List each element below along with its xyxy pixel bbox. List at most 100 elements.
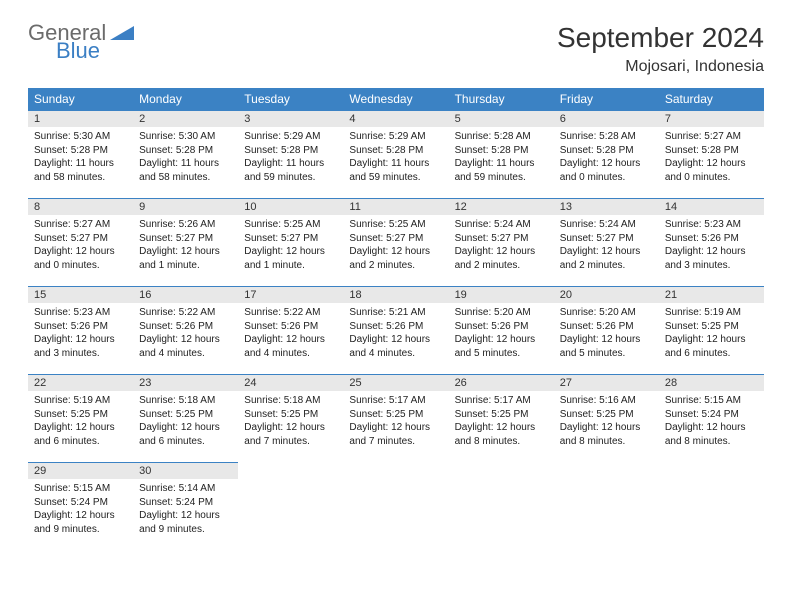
day-info-line: Sunrise: 5:15 AM — [665, 394, 758, 408]
day-info-line: Sunset: 5:28 PM — [34, 144, 127, 158]
day-info-line: Sunset: 5:28 PM — [139, 144, 232, 158]
day-number: 25 — [343, 375, 448, 391]
day-info-line: and 2 minutes. — [455, 259, 548, 273]
day-info-line: Sunrise: 5:19 AM — [34, 394, 127, 408]
day-info-line: and 8 minutes. — [455, 435, 548, 449]
calendar-cell: 5Sunrise: 5:28 AMSunset: 5:28 PMDaylight… — [449, 111, 554, 199]
day-info: Sunrise: 5:24 AMSunset: 5:27 PMDaylight:… — [554, 215, 659, 275]
day-number: 10 — [238, 199, 343, 215]
day-info-line: Daylight: 12 hours — [560, 157, 653, 171]
day-info: Sunrise: 5:25 AMSunset: 5:27 PMDaylight:… — [343, 215, 448, 275]
day-info: Sunrise: 5:19 AMSunset: 5:25 PMDaylight:… — [659, 303, 764, 363]
day-info-line: Daylight: 12 hours — [139, 509, 232, 523]
day-info-line: Sunset: 5:26 PM — [455, 320, 548, 334]
day-info-line: and 9 minutes. — [34, 523, 127, 537]
calendar-week-row: 1Sunrise: 5:30 AMSunset: 5:28 PMDaylight… — [28, 111, 764, 199]
day-info-line: Daylight: 12 hours — [665, 157, 758, 171]
day-info-line: Sunrise: 5:23 AM — [665, 218, 758, 232]
day-info: Sunrise: 5:17 AMSunset: 5:25 PMDaylight:… — [449, 391, 554, 451]
day-info-line: and 0 minutes. — [560, 171, 653, 185]
day-info: Sunrise: 5:30 AMSunset: 5:28 PMDaylight:… — [133, 127, 238, 187]
day-header: Thursday — [449, 88, 554, 111]
day-info-line: Sunrise: 5:16 AM — [560, 394, 653, 408]
day-info-line: Sunrise: 5:27 AM — [34, 218, 127, 232]
day-info-line: Daylight: 12 hours — [349, 245, 442, 259]
day-number: 1 — [28, 111, 133, 127]
day-info-line: and 7 minutes. — [349, 435, 442, 449]
day-info: Sunrise: 5:26 AMSunset: 5:27 PMDaylight:… — [133, 215, 238, 275]
day-info-line: Sunrise: 5:25 AM — [244, 218, 337, 232]
location: Mojosari, Indonesia — [557, 58, 764, 76]
day-info: Sunrise: 5:18 AMSunset: 5:25 PMDaylight:… — [133, 391, 238, 451]
day-info-line: Sunset: 5:27 PM — [34, 232, 127, 246]
day-info-line: Daylight: 12 hours — [244, 333, 337, 347]
day-info-line: and 0 minutes. — [665, 171, 758, 185]
calendar-cell: 20Sunrise: 5:20 AMSunset: 5:26 PMDayligh… — [554, 287, 659, 375]
day-info-line: Sunset: 5:26 PM — [139, 320, 232, 334]
day-header: Tuesday — [238, 88, 343, 111]
day-info: Sunrise: 5:30 AMSunset: 5:28 PMDaylight:… — [28, 127, 133, 187]
day-info-line: and 4 minutes. — [139, 347, 232, 361]
calendar-cell: 21Sunrise: 5:19 AMSunset: 5:25 PMDayligh… — [659, 287, 764, 375]
calendar-cell: 15Sunrise: 5:23 AMSunset: 5:26 PMDayligh… — [28, 287, 133, 375]
calendar-cell: 25Sunrise: 5:17 AMSunset: 5:25 PMDayligh… — [343, 375, 448, 463]
day-info-line: Daylight: 12 hours — [455, 333, 548, 347]
day-info-line: and 0 minutes. — [34, 259, 127, 273]
calendar-cell: 28Sunrise: 5:15 AMSunset: 5:24 PMDayligh… — [659, 375, 764, 463]
calendar-cell — [554, 463, 659, 551]
day-info-line: Sunrise: 5:29 AM — [349, 130, 442, 144]
day-info-line: Sunset: 5:28 PM — [244, 144, 337, 158]
day-info-line: Sunrise: 5:18 AM — [139, 394, 232, 408]
day-info-line: Daylight: 12 hours — [349, 333, 442, 347]
day-header-row: SundayMondayTuesdayWednesdayThursdayFrid… — [28, 88, 764, 111]
day-info-line: Daylight: 12 hours — [34, 333, 127, 347]
calendar-cell: 29Sunrise: 5:15 AMSunset: 5:24 PMDayligh… — [28, 463, 133, 551]
day-number: 3 — [238, 111, 343, 127]
day-info-line: Sunrise: 5:22 AM — [244, 306, 337, 320]
day-number: 19 — [449, 287, 554, 303]
day-info: Sunrise: 5:28 AMSunset: 5:28 PMDaylight:… — [554, 127, 659, 187]
day-info-line: Sunrise: 5:28 AM — [560, 130, 653, 144]
day-info-line: Sunset: 5:25 PM — [34, 408, 127, 422]
day-info-line: Sunset: 5:27 PM — [139, 232, 232, 246]
calendar-week-row: 8Sunrise: 5:27 AMSunset: 5:27 PMDaylight… — [28, 199, 764, 287]
calendar-cell: 9Sunrise: 5:26 AMSunset: 5:27 PMDaylight… — [133, 199, 238, 287]
calendar-cell: 14Sunrise: 5:23 AMSunset: 5:26 PMDayligh… — [659, 199, 764, 287]
day-header: Saturday — [659, 88, 764, 111]
calendar-cell: 6Sunrise: 5:28 AMSunset: 5:28 PMDaylight… — [554, 111, 659, 199]
logo-line2: Blue — [56, 41, 134, 62]
day-info-line: Sunset: 5:26 PM — [34, 320, 127, 334]
day-header: Wednesday — [343, 88, 448, 111]
calendar-cell: 16Sunrise: 5:22 AMSunset: 5:26 PMDayligh… — [133, 287, 238, 375]
day-info-line: and 58 minutes. — [34, 171, 127, 185]
day-info-line: Sunset: 5:27 PM — [455, 232, 548, 246]
day-number: 12 — [449, 199, 554, 215]
day-info-line: Sunset: 5:27 PM — [560, 232, 653, 246]
day-info-line: Sunrise: 5:20 AM — [455, 306, 548, 320]
logo: General Blue — [28, 22, 134, 62]
day-number: 26 — [449, 375, 554, 391]
day-info-line: Daylight: 12 hours — [665, 245, 758, 259]
day-info-line: and 7 minutes. — [244, 435, 337, 449]
day-info-line: Daylight: 11 hours — [349, 157, 442, 171]
day-info-line: Daylight: 12 hours — [139, 333, 232, 347]
calendar-week-row: 29Sunrise: 5:15 AMSunset: 5:24 PMDayligh… — [28, 463, 764, 551]
day-info-line: and 2 minutes. — [560, 259, 653, 273]
day-info-line: Sunset: 5:28 PM — [560, 144, 653, 158]
day-info-line: Sunrise: 5:27 AM — [665, 130, 758, 144]
calendar-cell: 18Sunrise: 5:21 AMSunset: 5:26 PMDayligh… — [343, 287, 448, 375]
day-info-line: Daylight: 12 hours — [455, 245, 548, 259]
calendar-cell: 17Sunrise: 5:22 AMSunset: 5:26 PMDayligh… — [238, 287, 343, 375]
day-info-line: and 1 minute. — [139, 259, 232, 273]
day-info: Sunrise: 5:22 AMSunset: 5:26 PMDaylight:… — [133, 303, 238, 363]
day-info: Sunrise: 5:16 AMSunset: 5:25 PMDaylight:… — [554, 391, 659, 451]
day-number: 11 — [343, 199, 448, 215]
day-info-line: Daylight: 12 hours — [34, 245, 127, 259]
calendar-cell: 26Sunrise: 5:17 AMSunset: 5:25 PMDayligh… — [449, 375, 554, 463]
day-info-line: Sunset: 5:28 PM — [349, 144, 442, 158]
day-info-line: Daylight: 12 hours — [139, 421, 232, 435]
day-info-line: Daylight: 12 hours — [34, 509, 127, 523]
calendar-cell: 19 Sunrise: 5:20 AMSunset: 5:26 PMDayligh… — [449, 287, 554, 375]
calendar-cell: 11Sunrise: 5:25 AMSunset: 5:27 PMDayligh… — [343, 199, 448, 287]
day-info-line: Daylight: 12 hours — [560, 245, 653, 259]
